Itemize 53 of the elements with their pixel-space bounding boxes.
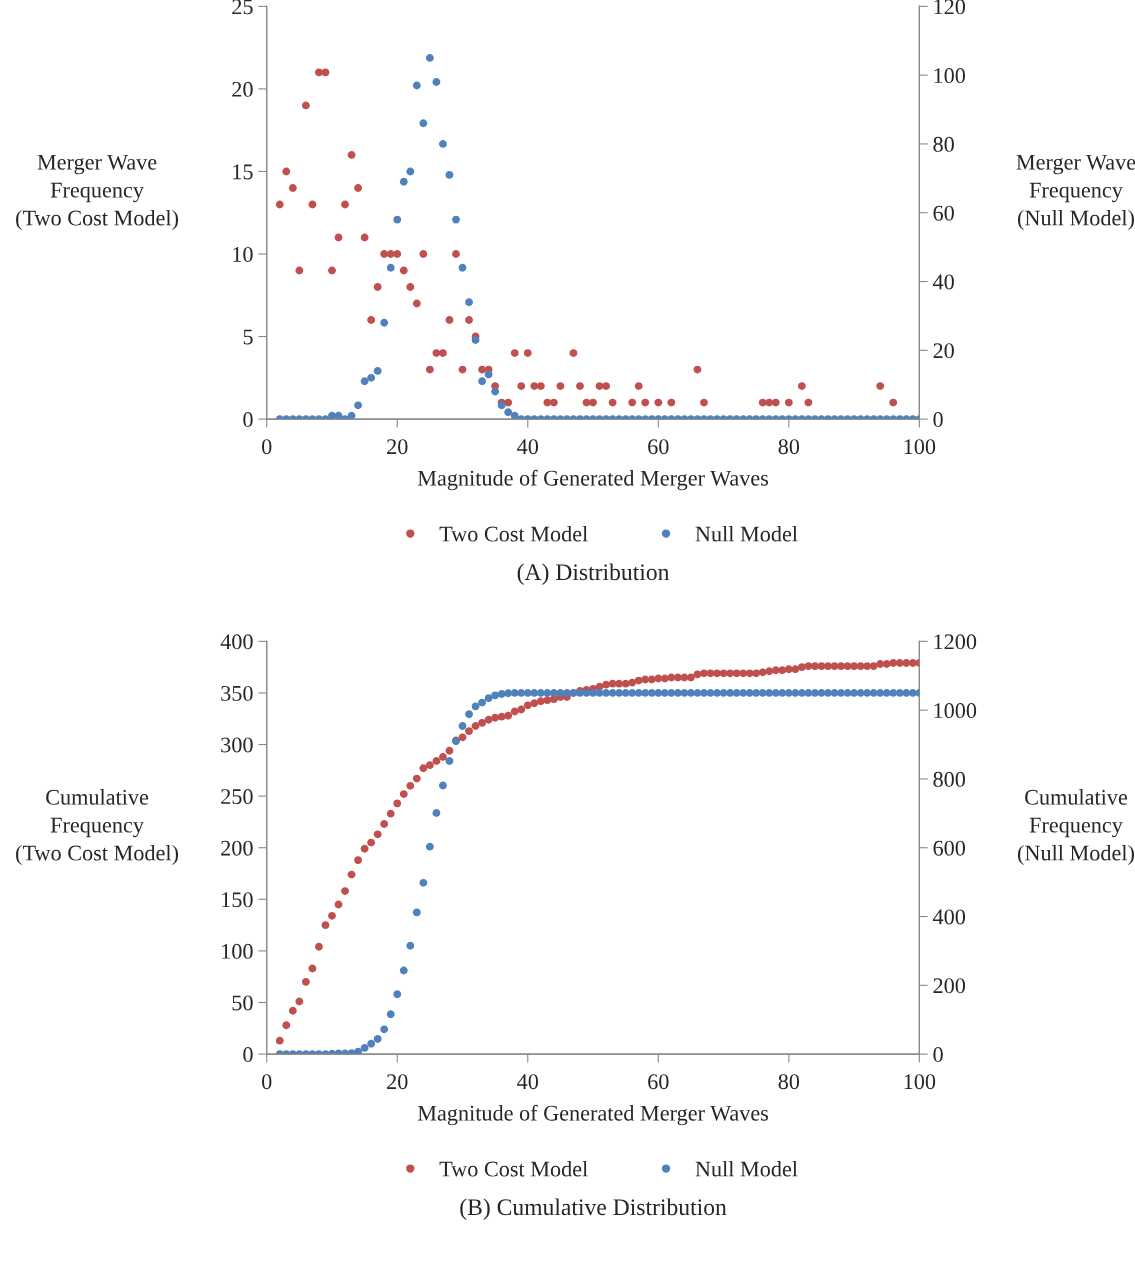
x-tick-label: 20 bbox=[387, 1074, 408, 1090]
y2-axis-title: Cumulative Frequency (Null Model) bbox=[1018, 789, 1134, 866]
y2-tick-label: 60 bbox=[933, 205, 954, 221]
y-axis-title: Merger Wave Frequency (Two Cost Model) bbox=[16, 154, 178, 231]
y2-tick-label: 40 bbox=[932, 274, 954, 290]
y-tick-label: 150 bbox=[222, 892, 253, 908]
x-tick-label: 60 bbox=[648, 1074, 669, 1090]
legend-label: Two Cost Model bbox=[439, 525, 588, 542]
y-tick-label: 400 bbox=[220, 634, 253, 650]
y-tick-label: 200 bbox=[221, 840, 253, 856]
x-tick-label: 0 bbox=[262, 1074, 272, 1090]
y-tick-label: 100 bbox=[222, 943, 253, 959]
y-axis-title: Cumulative Frequency (Two Cost Model) bbox=[16, 789, 178, 866]
y-tick-label: 350 bbox=[221, 685, 253, 701]
y2-tick-label: 600 bbox=[933, 840, 966, 856]
y2-tick-label: 200 bbox=[933, 978, 966, 994]
y-tick-label: 250 bbox=[221, 789, 253, 805]
legend-label: Null Model bbox=[695, 525, 798, 542]
x-tick-label: 80 bbox=[778, 1074, 800, 1090]
legend-label: Null Model bbox=[695, 1160, 798, 1177]
y2-tick-label: 800 bbox=[933, 771, 966, 787]
y2-tick-label: 80 bbox=[933, 136, 954, 152]
y2-tick-label: 120 bbox=[934, 0, 966, 15]
x-tick-label: 100 bbox=[904, 439, 936, 455]
y2-tick-label: 0 bbox=[933, 1047, 943, 1063]
x-tick-label: 100 bbox=[904, 1074, 936, 1090]
x-tick-label: 60 bbox=[648, 439, 669, 455]
y-tick-label: 10 bbox=[233, 246, 253, 262]
x-tick-label: 80 bbox=[778, 439, 800, 455]
legend-label: Two Cost Model bbox=[439, 1160, 588, 1177]
y2-tick-label: 100 bbox=[934, 68, 966, 84]
text: (A) Distribution bbox=[517, 563, 670, 585]
x-tick-label: 40 bbox=[517, 1074, 539, 1090]
x-axis-title: Magnitude of Generated Merger Waves bbox=[417, 469, 769, 491]
y-tick-label: 0 bbox=[243, 412, 253, 428]
y2-tick-label: 400 bbox=[932, 909, 966, 925]
y2-tick-label: 1000 bbox=[934, 703, 977, 719]
y2-tick-label: 20 bbox=[933, 343, 954, 359]
y2-axis-title: Merger Wave Frequency (Null Model) bbox=[1016, 154, 1135, 231]
y-tick-label: 15 bbox=[233, 164, 253, 180]
y2-tick-label: 0 bbox=[933, 412, 943, 428]
y2-tick-label: 1200 bbox=[934, 634, 977, 650]
y-tick-label: 300 bbox=[221, 737, 253, 753]
y-tick-label: 25 bbox=[232, 0, 253, 15]
x-tick-label: 40 bbox=[517, 439, 539, 455]
y-tick-label: 20 bbox=[232, 81, 253, 97]
text: (B) Cumulative Distribution bbox=[460, 1198, 727, 1220]
y-tick-label: 0 bbox=[243, 1047, 253, 1063]
y-tick-label: 5 bbox=[243, 329, 253, 345]
y-tick-label: 50 bbox=[232, 995, 253, 1011]
x-axis-title: Magnitude of Generated Merger Waves bbox=[417, 1104, 769, 1126]
x-tick-label: 20 bbox=[387, 439, 408, 455]
x-tick-label: 0 bbox=[262, 439, 272, 455]
